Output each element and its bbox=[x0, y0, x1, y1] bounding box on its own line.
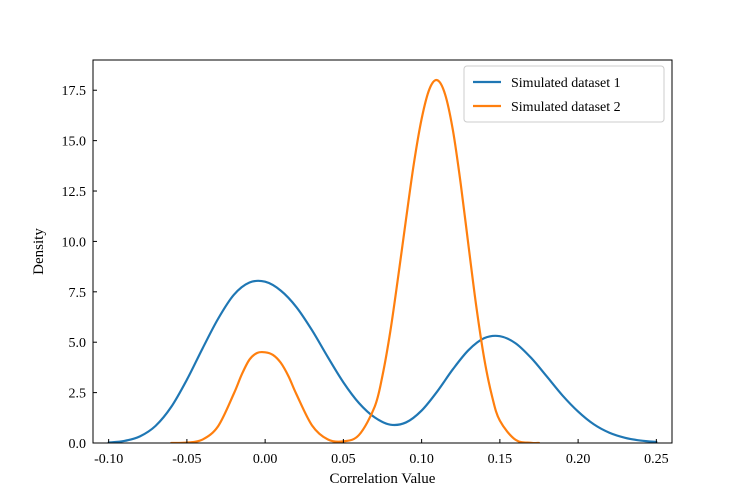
x-tick-label: 0.00 bbox=[253, 452, 278, 467]
series-lines bbox=[107, 78, 658, 443]
y-tick-label: 0.0 bbox=[69, 437, 87, 452]
y-tick-label: 15.0 bbox=[62, 135, 87, 150]
legend-label-2: Simulated dataset 2 bbox=[511, 100, 621, 115]
legend: Simulated dataset 1 Simulated dataset 2 bbox=[463, 65, 665, 123]
x-tick-label: -0.05 bbox=[172, 452, 201, 467]
x-tick-label: 0.20 bbox=[566, 452, 591, 467]
y-tick-label: 12.5 bbox=[62, 185, 87, 200]
x-axis-ticks: -0.10 -0.05 0.00 0.05 0.10 0.15 0.20 0.25 bbox=[94, 439, 669, 467]
series-line-2 bbox=[170, 78, 541, 443]
y-tick-label: 2.5 bbox=[69, 387, 87, 402]
axes-frame bbox=[92, 59, 673, 444]
x-tick-label: 0.25 bbox=[644, 452, 669, 467]
legend-box bbox=[463, 65, 665, 123]
x-tick-label: 0.05 bbox=[331, 452, 356, 467]
y-axis-ticks: 0.0 2.5 5.0 7.5 10.0 12.5 15.0 17.5 bbox=[62, 84, 97, 452]
x-tick-label: 0.10 bbox=[409, 452, 434, 467]
x-tick-label: -0.10 bbox=[94, 452, 123, 467]
y-tick-label: 10.0 bbox=[62, 235, 87, 250]
x-axis-label: Correlation Value bbox=[330, 471, 436, 487]
x-tick-label: 0.15 bbox=[488, 452, 513, 467]
series-line-1 bbox=[107, 279, 658, 443]
legend-label-1: Simulated dataset 1 bbox=[511, 76, 621, 91]
y-tick-label: 7.5 bbox=[69, 286, 87, 301]
y-tick-label: 5.0 bbox=[69, 336, 87, 351]
y-tick-label: 17.5 bbox=[62, 84, 87, 99]
y-axis-label: Density bbox=[31, 228, 47, 275]
